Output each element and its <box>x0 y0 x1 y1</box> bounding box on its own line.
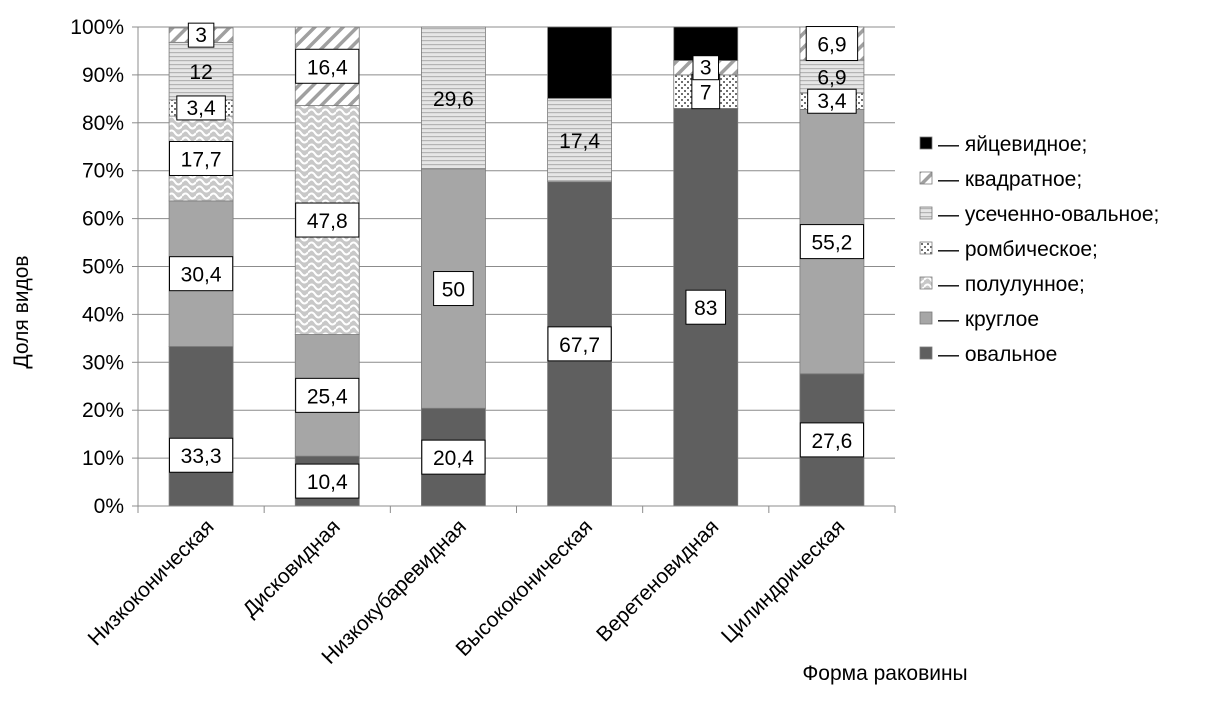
legend-label: — круглое <box>938 308 1039 331</box>
data-label: 25,4 <box>307 385 348 408</box>
data-label-box <box>187 22 215 48</box>
x-tick-label: Низкоконическая <box>84 515 219 650</box>
data-label: 55,2 <box>811 232 852 255</box>
y-tick-label: 60% <box>82 208 124 231</box>
data-label-box <box>168 256 234 292</box>
data-label: 6,9 <box>817 67 846 90</box>
bar-segment <box>168 41 234 101</box>
data-label: 7 <box>700 34 712 57</box>
data-label-box <box>799 224 865 260</box>
gridlines <box>132 26 895 507</box>
legend-label: — усеченно-овальное; <box>938 203 1159 226</box>
data-label-box <box>691 74 721 110</box>
legend-swatch <box>919 136 933 150</box>
data-label: 3 <box>700 57 712 80</box>
legend-swatch <box>919 311 933 325</box>
data-label: 7 <box>700 82 712 105</box>
data-label-box <box>295 463 360 499</box>
data-label-box <box>692 55 719 81</box>
data-label: 3,4 <box>186 97 216 120</box>
x-axis-tick-labels: Низкоконическая ДисковиднаяНизкокубаревид… <box>84 515 850 669</box>
legend-label: — квадратное; <box>938 168 1082 191</box>
bar-segment <box>799 59 865 94</box>
y-tick-label: 0% <box>94 495 124 518</box>
legend-label: — полулунное; <box>938 273 1085 296</box>
y-tick-label: 100% <box>70 16 124 39</box>
legend-label: — ромбическое; <box>938 238 1098 261</box>
y-tick-label: 90% <box>82 64 124 87</box>
data-label: 17,7 <box>181 148 222 171</box>
data-label: 6,9 <box>817 34 846 57</box>
y-tick-label: 10% <box>82 447 124 470</box>
bar-segment <box>421 26 486 170</box>
data-label-box <box>433 271 474 307</box>
data-label: 67,7 <box>559 334 600 357</box>
data-label-box <box>421 439 486 475</box>
legend-label: — овальное <box>938 343 1057 366</box>
data-label: 30,4 <box>181 264 222 287</box>
data-label: 20,4 <box>433 447 474 470</box>
data-label: 27,6 <box>811 430 852 453</box>
legend: — яйцевидное; — квадратное; — усеченно-ова… <box>919 133 1159 366</box>
data-label: 83 <box>694 297 717 320</box>
data-label: 3,4 <box>817 90 847 113</box>
x-tick-label: Веретеновидная <box>592 515 723 646</box>
data-label: 33,3 <box>181 445 222 468</box>
y-tick-label: 40% <box>82 303 124 326</box>
data-label-box <box>805 26 859 62</box>
data-label-box <box>295 377 360 413</box>
data-label-box <box>295 202 360 238</box>
data-label-box <box>547 326 612 362</box>
legend-label: — яйцевидное; <box>938 133 1087 156</box>
data-label-box <box>295 48 360 84</box>
data-label: 12 <box>189 61 212 84</box>
y-tick-label: 30% <box>82 351 124 374</box>
data-label: 15,2 <box>559 53 600 76</box>
x-axis-title: Форма раковины <box>802 662 967 685</box>
y-axis-title: Доля видов <box>10 255 33 368</box>
legend-swatch <box>919 276 933 290</box>
data-label-box <box>168 140 234 176</box>
data-label: 16,4 <box>307 56 348 79</box>
legend-swatch <box>919 241 933 255</box>
data-label-box <box>176 95 226 121</box>
bar-segment <box>168 346 234 507</box>
legend-swatch <box>919 206 933 220</box>
data-label-box <box>685 289 727 325</box>
bar-segment <box>547 26 612 99</box>
data-label: 17,4 <box>559 130 600 153</box>
x-tick-label: Цилиндрическая <box>717 515 849 647</box>
x-tick-label: Низкокубаревидная <box>317 515 471 669</box>
y-tick-label: 70% <box>82 160 124 183</box>
data-label: 3 <box>195 24 207 47</box>
x-tick-label: Дисковидная <box>238 515 344 621</box>
data-label: 47,8 <box>307 210 348 233</box>
legend-swatch <box>919 171 933 185</box>
data-labels: 33,3 30,4 17,7 3,4 12 3 10,4 25,4 47,8 16,4 20,4 50… <box>168 22 865 499</box>
data-label-box <box>168 437 234 473</box>
y-axis-tick-labels: 0% 10% 20% 30% 40% 50% 60% 70% 80% 90% 100% <box>70 16 124 518</box>
x-tick-label: Высококоническая <box>452 515 598 661</box>
bar-segment <box>547 97 612 183</box>
data-label: 10,4 <box>307 471 348 494</box>
y-tick-label: 50% <box>82 256 124 279</box>
y-tick-label: 20% <box>82 399 124 422</box>
y-tick-label: 80% <box>82 112 124 135</box>
legend-swatch <box>919 346 933 360</box>
data-label-box <box>807 88 857 114</box>
data-label-box <box>799 422 865 458</box>
axes <box>137 27 896 513</box>
data-label: 29,6 <box>433 88 474 111</box>
data-label: 50 <box>442 279 465 302</box>
